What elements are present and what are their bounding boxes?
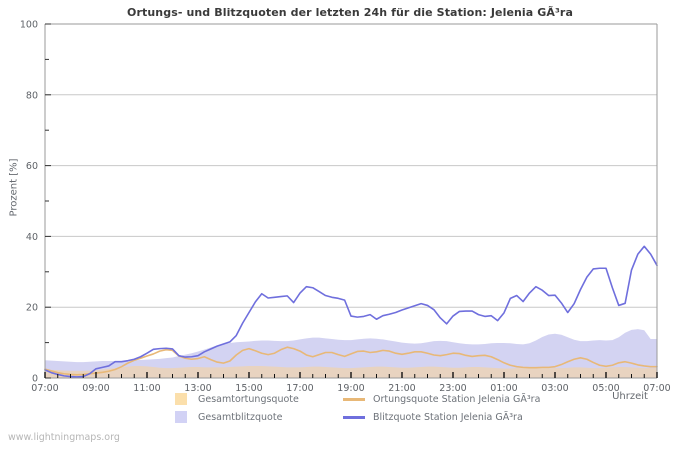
footer-credit: www.lightningmaps.org bbox=[8, 432, 120, 443]
svg-text:100: 100 bbox=[20, 20, 38, 31]
swatch-blitz-icon bbox=[175, 411, 187, 423]
svg-text:60: 60 bbox=[26, 161, 38, 172]
line-ortung-icon bbox=[343, 397, 365, 401]
svg-text:19:00: 19:00 bbox=[337, 383, 364, 394]
legend-item-ortungsquote-station[interactable]: Ortungsquote Station Jelenia GÃ³ra bbox=[343, 394, 540, 405]
legend-item-gesamtblitzquote[interactable]: Gesamtblitzquote bbox=[175, 411, 343, 423]
y-axis-ticks: 0 20 40 60 80 100 bbox=[20, 20, 51, 385]
gridlines bbox=[45, 23, 657, 308]
x-axis-label: Uhrzeit bbox=[612, 391, 648, 402]
svg-text:40: 40 bbox=[26, 232, 38, 243]
svg-text:03:00: 03:00 bbox=[541, 383, 568, 394]
swatch-ortung-icon bbox=[175, 393, 187, 405]
svg-text:0: 0 bbox=[32, 374, 38, 385]
svg-text:01:00: 01:00 bbox=[490, 383, 517, 394]
svg-text:21:00: 21:00 bbox=[388, 383, 415, 394]
svg-text:17:00: 17:00 bbox=[286, 383, 313, 394]
svg-text:13:00: 13:00 bbox=[184, 383, 211, 394]
line-blitz-icon bbox=[343, 415, 365, 419]
svg-text:07:00: 07:00 bbox=[31, 383, 58, 394]
x-axis-ticks: 07:00 09:00 11:00 13:00 15:00 17:00 19:00 21:00… bbox=[31, 372, 671, 394]
legend-row-2: Gesamtblitzquote Blitzquote Station Jele… bbox=[175, 408, 655, 426]
chart-legend: Gesamtortungsquote Ortungsquote Station … bbox=[175, 390, 655, 426]
legend-label: Gesamtblitzquote bbox=[198, 411, 283, 423]
y-axis-label: Prozent [%] bbox=[8, 158, 20, 217]
svg-text:05:00: 05:00 bbox=[592, 383, 619, 394]
legend-label: Blitzquote Station Jelenia GÃ³ra bbox=[373, 411, 523, 423]
svg-text:15:00: 15:00 bbox=[235, 383, 262, 394]
svg-text:09:00: 09:00 bbox=[82, 383, 109, 394]
page-title: Ortungs- und Blitzquoten der letzten 24h… bbox=[127, 6, 573, 19]
axes bbox=[44, 23, 658, 379]
legend-label: Gesamtortungsquote bbox=[198, 393, 299, 405]
svg-text:23:00: 23:00 bbox=[439, 383, 466, 394]
line-series-layer bbox=[44, 245, 658, 378]
legend-row-1: Gesamtortungsquote Ortungsquote Station … bbox=[175, 390, 655, 408]
legend-item-blitzquote-station[interactable]: Blitzquote Station Jelenia GÃ³ra bbox=[343, 412, 523, 423]
svg-text:80: 80 bbox=[26, 90, 38, 101]
svg-text:11:00: 11:00 bbox=[133, 383, 160, 394]
svg-text:07:00: 07:00 bbox=[643, 383, 670, 394]
legend-label: Ortungsquote Station Jelenia GÃ³ra bbox=[373, 393, 541, 405]
legend-item-gesamtortungsquote[interactable]: Gesamtortungsquote bbox=[175, 393, 343, 405]
svg-text:20: 20 bbox=[26, 303, 38, 314]
